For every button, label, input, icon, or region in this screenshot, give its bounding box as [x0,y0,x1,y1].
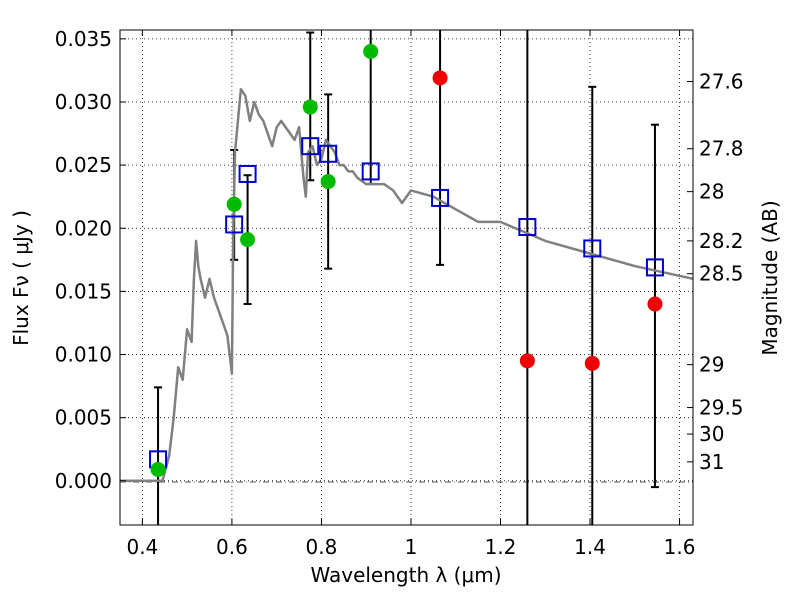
model-flux-square [583,239,602,258]
y-tick-label: 0.000 [55,469,112,493]
grid [120,30,693,525]
ticks [120,30,693,525]
right-tick-label: 27.8 [699,137,744,161]
upper-limit-point [432,70,448,86]
detection-point [150,461,166,477]
x-tick-label: 1 [405,535,418,559]
sed-curve-layer [120,88,694,483]
detection-point [226,196,242,212]
x-tick-label: 1.2 [485,535,517,559]
right-tick-label: 27.6 [699,70,744,94]
x-tick-label: 0.8 [306,535,338,559]
model-flux-square [225,215,244,234]
tick-labels: 0.4 0.6 0.8 1 1.2 1.4 1.6 0.000 0.005 0.010 0.015 0… [55,27,744,559]
upper-limit-point [647,296,663,312]
x-tick-label: 1.4 [574,535,606,559]
y-tick-label: 0.015 [55,279,112,303]
y-tick-label: 0.020 [55,216,112,240]
detection-point [320,174,336,190]
model-flux-square [645,258,664,277]
detection-point [363,43,379,59]
markers [149,43,664,477]
x-tick-label: 1.6 [664,535,696,559]
y-axis-label: Flux Fν ( μJy ) [9,210,33,346]
right-tick-label: 31 [699,450,724,474]
y-axis-label-right: Magnitude (AB) [758,200,782,355]
model-flux-square [361,162,380,181]
y-tick-label: 0.005 [55,406,112,430]
y-tick-label: 0.010 [55,343,112,367]
x-tick-label: 0.6 [216,535,248,559]
detection-point [240,232,256,248]
upper-limit-point [584,355,600,371]
model-flux-square [431,188,450,207]
x-tick-label: 0.4 [126,535,158,559]
y-tick-label: 0.035 [55,27,112,51]
detection-point [302,99,318,115]
model-flux-square [319,144,338,163]
upper-limit-point [519,353,535,369]
x-axis-label: Wavelength λ (μm) [310,563,501,587]
model-flux-square [238,164,257,183]
y-tick-label: 0.025 [55,153,112,177]
plot-frame [119,29,694,526]
error-bars [154,30,659,525]
right-tick-label: 28 [699,180,724,204]
sed-curve [120,88,694,483]
right-tick-label: 28.2 [699,229,744,253]
right-tick-label: 30 [699,422,724,446]
model-flux-square [301,137,320,156]
model-flux-square [518,217,537,236]
y-tick-label: 0.030 [55,90,112,114]
right-tick-label: 29 [699,353,724,377]
right-tick-label: 29.5 [699,396,744,420]
right-tick-label: 28.5 [699,262,744,286]
